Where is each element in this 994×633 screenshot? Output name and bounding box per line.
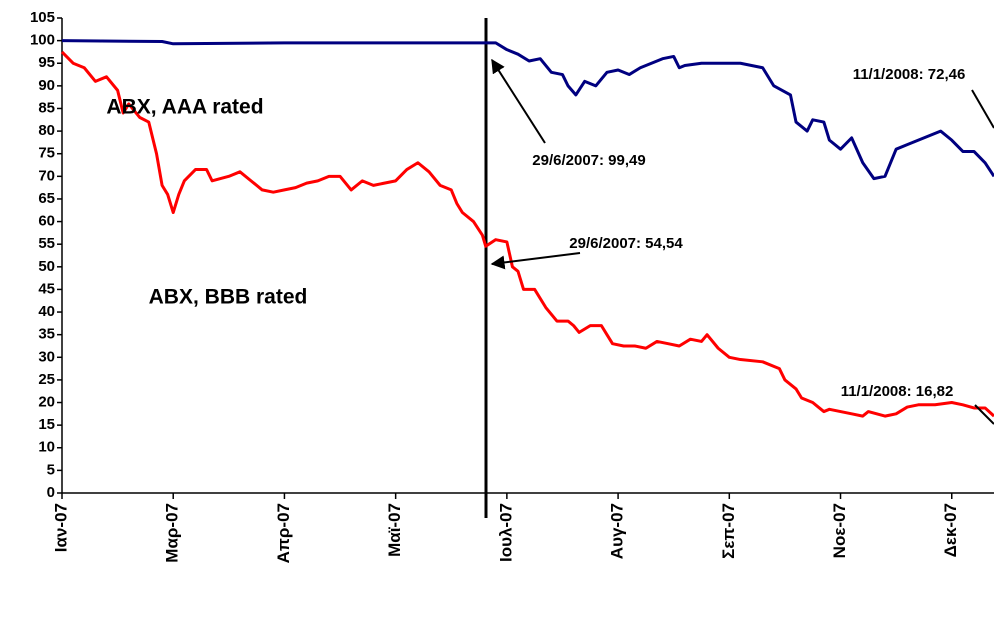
x-tick-label: Δεκ-07	[941, 503, 960, 557]
y-tick-label: 70	[38, 167, 55, 184]
annotation: 11/1/2008: 16,82	[841, 383, 954, 400]
y-tick-label: 55	[38, 235, 55, 252]
x-tick-label: Σεπ-07	[719, 503, 738, 559]
y-tick-label: 75	[38, 145, 55, 162]
y-tick-label: 60	[38, 213, 55, 230]
y-tick-label: 10	[38, 439, 55, 456]
y-tick-label: 80	[38, 122, 55, 139]
series-line	[60, 50, 994, 418]
annotation-arrow	[971, 89, 994, 129]
annotation-arrow	[490, 252, 581, 270]
y-tick-label: 65	[38, 190, 55, 207]
y-tick-label: 0	[47, 484, 55, 501]
y-tick-label: 95	[38, 54, 55, 71]
y-tick-label: 5	[47, 461, 55, 478]
y-tick-label: 15	[38, 416, 55, 433]
series-label: ABX, BBB rated	[149, 286, 308, 309]
annotation-arrow	[491, 58, 546, 144]
y-tick-label: 100	[30, 32, 55, 49]
x-tick-label: Αυγ-07	[608, 503, 627, 559]
x-tick-label: Απρ-07	[274, 503, 293, 563]
annotation-arrow	[974, 404, 994, 425]
y-tick-label: 25	[38, 371, 55, 388]
annotation: 29/6/2007: 54,54	[569, 235, 683, 252]
y-tick-label: 50	[38, 258, 55, 275]
x-tick-label: Νοε-07	[830, 503, 849, 558]
x-tick-label: Μαϊ-07	[385, 503, 404, 557]
y-tick-label: 105	[30, 9, 55, 26]
annotation: 29/6/2007: 99,49	[532, 152, 645, 169]
x-tick-label: Μαρ-07	[163, 503, 182, 563]
series-label: ABX, AAA rated	[106, 96, 263, 119]
x-tick-label: Ιαν-07	[51, 503, 70, 552]
annotation: 11/1/2008: 72,46	[853, 66, 966, 83]
y-tick-label: 85	[38, 99, 55, 116]
y-tick-label: 40	[38, 303, 55, 320]
y-tick-label: 35	[38, 326, 55, 343]
y-tick-label: 45	[38, 280, 55, 297]
y-tick-label: 90	[38, 77, 55, 94]
x-tick-label: Ιουλ-07	[496, 503, 515, 562]
y-tick-label: 30	[38, 348, 55, 365]
series-line	[61, 39, 994, 181]
y-tick-label: 20	[38, 393, 55, 410]
